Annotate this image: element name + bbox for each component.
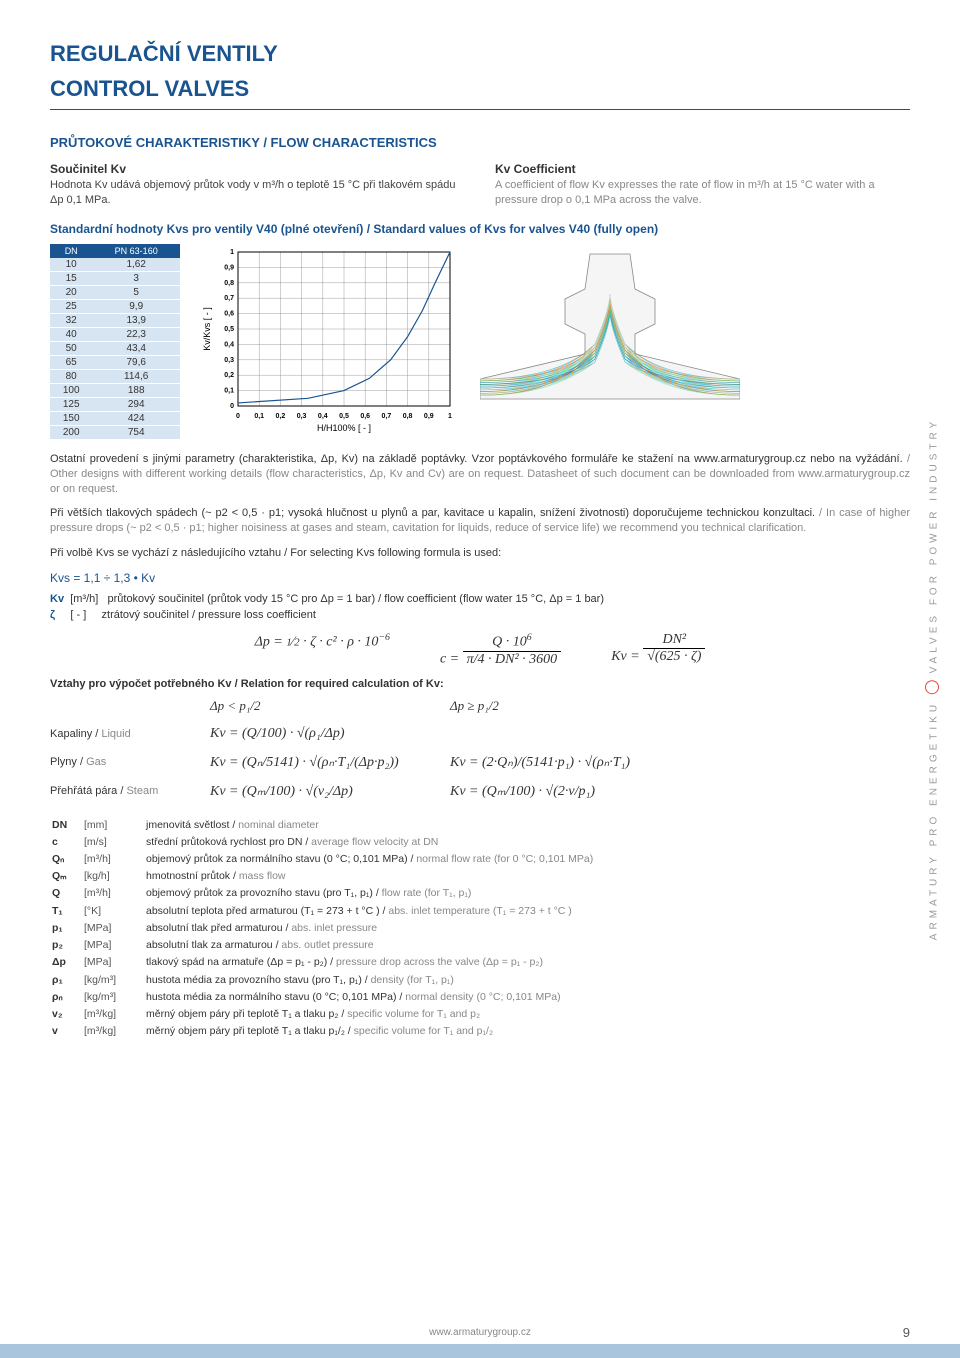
section-heading: PRŮTOKOVÉ CHARAKTERISTIKY / FLOW CHARACT… [50,135,910,150]
svg-text:0,4: 0,4 [318,413,328,420]
svg-text:1: 1 [448,413,452,420]
legend-row: Δp[MPa]tlakový spád na armatuře (Δp = p₁… [52,955,593,970]
relation-label: Plyny / Gas [50,756,210,768]
th-dn: DN [50,244,92,258]
svg-text:0,6: 0,6 [360,413,370,420]
legend-row: v₂[m³/kg]měrný objem páry při teplotě T₁… [52,1007,593,1022]
svg-text:H/H100% [ - ]: H/H100% [ - ] [317,423,371,433]
formula-c: c = Q · 106π/4 · DN² · 3600 [440,632,561,668]
svg-text:0,9: 0,9 [224,264,234,271]
legend-row: T₁[°K]absolutní teplota před armaturou (… [52,904,593,919]
legend-row: DN[mm]jmenovitá světlost / nominal diame… [52,818,593,833]
zeta-sym: ζ [50,609,55,621]
footer-url: www.armaturygroup.cz [0,1327,960,1338]
zeta-unit: [ - ] [70,609,86,621]
legend-row: ρ₁[kg/m³]hustota média za provozního sta… [52,973,593,988]
kv-body-cz: Hodnota Kv udává objemový průtok vody v … [50,178,465,208]
relation-formula: Kv = (Qₘ/100) · √(v₂/Δp) [210,783,450,800]
paragraph-1: Ostatní provedení s jinými parametry (ch… [50,452,910,497]
table-row: 4022,3 [50,327,180,341]
relation-label: Kapaliny / Liquid [50,728,210,740]
svg-text:0,2: 0,2 [224,372,234,379]
legend-row: Qₘ[kg/h]hmotnostní průtok / mass flow [52,869,593,884]
svg-text:0,1: 0,1 [254,413,264,420]
svg-text:0,8: 0,8 [224,280,234,287]
table-row: 150424 [50,411,180,425]
para1-cz: Ostatní provedení s jinými parametry (ch… [50,453,907,465]
swirl-icon [925,680,939,694]
svg-text:0,7: 0,7 [382,413,392,420]
legend-row: Qₙ[m³/h]objemový průtok za normálního st… [52,852,593,867]
flow-chart: 00 0,1 0,1 0,2 0,2 0,3 0,3 0,4 0,4 0,5 0,5 0,6 0,6 0,… [200,244,460,434]
kvs-heading: Standardní hodnoty Kvs pro ventily V40 (… [50,222,910,236]
legend-row: v[m³/kg]měrný objem páry při teplotě T₁ … [52,1024,593,1039]
page-number: 9 [903,1325,910,1340]
legend-row: Q[m³/h]objemový průtok za provozního sta… [52,886,593,901]
intro-columns: Součinitel Kv Hodnota Kv udává objemový … [50,162,910,208]
kv-body-en: A coefficient of flow Kv expresses the r… [495,178,910,208]
table-row: 205 [50,285,180,299]
table-row: 153 [50,271,180,285]
svg-text:0: 0 [236,413,240,420]
relation-label: Přehřátá pára / Steam [50,785,210,797]
svg-text:0,3: 0,3 [224,357,234,364]
cfd-simulation-image [480,244,740,404]
kvs-table: DN PN 63-160 101,62153205259,93213,94022… [50,244,180,440]
relation-grid: Δp < p₁/2 Δp ≥ p₁/2 Kapaliny / LiquidKv … [50,698,910,800]
page-title-en: CONTROL VALVES [50,75,910,104]
cond-1: Δp < p₁/2 [210,698,450,714]
page-title-cz: REGULAČNÍ VENTILY [50,40,910,69]
svg-text:0,4: 0,4 [224,341,234,348]
kv-sym: Kv [50,593,64,605]
legend-row: p₂[MPa]absolutní tlak za armaturou / abs… [52,938,593,953]
kvs-formula: Kvs = 1,1 ÷ 1,3 • Kv [50,571,910,585]
cond-2: Δp ≥ p₁/2 [450,698,690,714]
svg-text:Kv/Kvs [ - ]: Kv/Kvs [ - ] [202,307,212,351]
main-formulas: Δp = 1⁄2 · ζ · c² · ρ · 10−6 c = Q · 106… [50,632,910,668]
table-row: 6579,6 [50,355,180,369]
table-row: 100188 [50,383,180,397]
kv-desc: průtokový součinitel (průtok vody 15 °C … [107,593,604,605]
kv-title-en: Kv Coefficient [495,162,910,176]
svg-text:0,5: 0,5 [224,326,234,333]
para2-cz: Při větších tlakových spádech (~ p2 < 0,… [50,507,819,519]
relation-formula: Kv = (Qₘ/100) · √(2·v/p₁) [450,783,690,800]
table-row: 80114,6 [50,369,180,383]
paragraph-2: Při větších tlakových spádech (~ p2 < 0,… [50,506,910,536]
svg-text:0,7: 0,7 [224,295,234,302]
legend-row: c[m/s]střední průtoková rychlost pro DN … [52,835,593,850]
svg-text:0: 0 [230,403,234,410]
table-row: 3213,9 [50,313,180,327]
svg-text:0,8: 0,8 [403,413,413,420]
kv-title-cz: Součinitel Kv [50,162,465,176]
relation-formula: Kv = (Q/100) · √(ρ₁/Δp) [210,726,450,742]
svg-text:0,3: 0,3 [297,413,307,420]
table-row: 125294 [50,397,180,411]
svg-text:0,9: 0,9 [424,413,434,420]
table-row: 259,9 [50,299,180,313]
legend-row: p₁[MPa]absolutní tlak před armaturou / a… [52,921,593,936]
formula-kv: Kv = DN²√(625 · ζ) [611,632,705,668]
table-row: 5043,4 [50,341,180,355]
zeta-desc: ztrátový součinitel / pressure loss coef… [102,609,316,621]
svg-text:0,1: 0,1 [224,387,234,394]
side-vertical-text: ARMATURY PRO ENERGETIKU VALVES FOR POWER… [922,418,942,940]
header-rule [50,109,910,110]
footer-bar [0,1344,960,1358]
legend-table: DN[mm]jmenovitá světlost / nominal diame… [50,816,595,1042]
formula-dp: Δp = 1⁄2 · ζ · c² · ρ · 10−6 [255,632,390,668]
relation-formula: Kv = (Qₙ/5141) · √(ρₙ·T₁/(Δp·p₂)) [210,754,450,771]
relation-formula: Kv = (2·Qₙ)/(5141·p₁) · √(ρₙ·T₁) [450,754,690,771]
relation-title: Vztahy pro výpočet potřebného Kv / Relat… [50,678,910,690]
table-row: 200754 [50,425,180,439]
svg-text:0,2: 0,2 [276,413,286,420]
kv-unit: [m³/h] [70,593,98,605]
paragraph-3: Při volbě Kvs se vychází z následujícího… [50,546,910,561]
th-pn: PN 63-160 [92,244,180,258]
svg-text:0,5: 0,5 [339,413,349,420]
legend-row: ρₙ[kg/m³]hustota média za normálního sta… [52,990,593,1005]
table-row: 101,62 [50,258,180,272]
svg-text:0,6: 0,6 [224,310,234,317]
svg-text:1: 1 [230,249,234,256]
